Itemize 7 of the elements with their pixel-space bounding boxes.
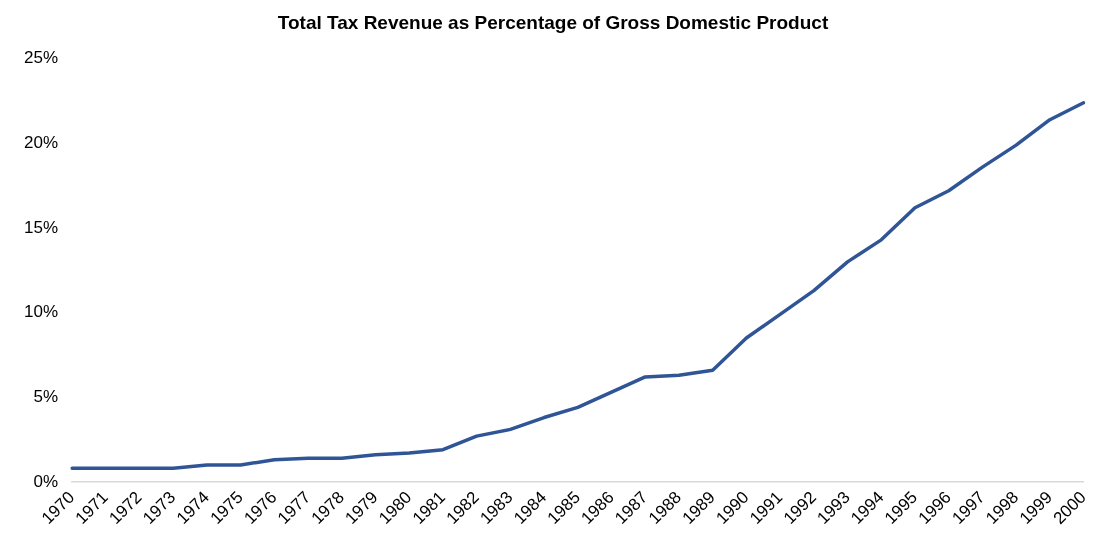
chart-title: Total Tax Revenue as Percentage of Gross Domestic Product — [277, 11, 829, 33]
y-tick-label: 5% — [33, 386, 59, 406]
y-tick-label: 10% — [23, 302, 59, 322]
y-tick-label: 20% — [23, 133, 59, 153]
y-tick-label: 25% — [23, 48, 59, 68]
y-tick-label: 0% — [33, 471, 59, 491]
y-tick-label: 15% — [23, 217, 59, 237]
